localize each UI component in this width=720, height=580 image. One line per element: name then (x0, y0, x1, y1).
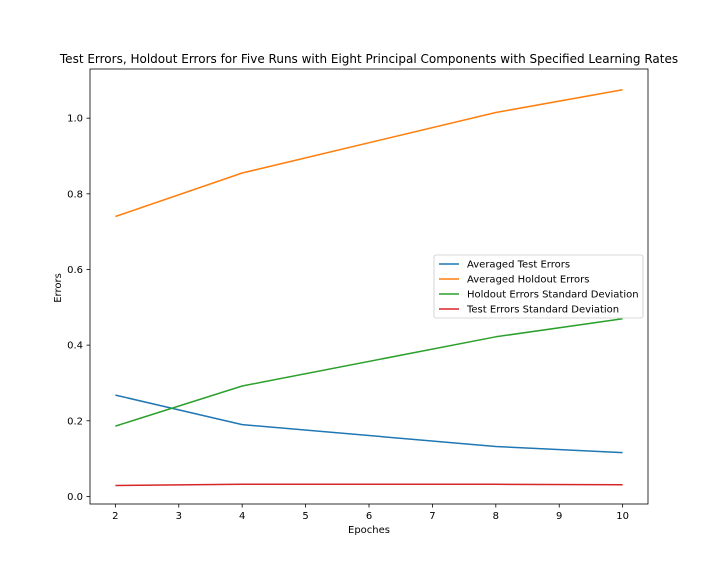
x-tick-label: 4 (239, 511, 245, 522)
chart-title: Test Errors, Holdout Errors for Five Run… (59, 52, 678, 66)
y-tick-label: 0.6 (67, 265, 83, 276)
y-tick-label: 1.0 (67, 114, 83, 125)
legend-label-2: Averaged Holdout Errors (467, 275, 590, 286)
plot-area (89, 68, 649, 505)
series-line-1 (115, 394, 623, 454)
y-tick-label: 0.0 (67, 492, 83, 503)
y-axis: 0.0 0.2 0.4 0.6 0.8 1.0 (67, 114, 90, 503)
x-tick-label: 7 (429, 511, 435, 522)
x-tick-label: 8 (493, 511, 499, 522)
y-axis-label: Errors (53, 273, 64, 303)
x-tick-label: 3 (176, 511, 182, 522)
y-tick-label: 0.2 (67, 416, 83, 427)
chart-legend: Averaged Test Errors Averaged Holdout Err… (433, 254, 644, 319)
x-axis: 2 3 4 5 6 7 8 9 10 (112, 504, 629, 522)
x-axis-label: Epoches (348, 525, 390, 536)
legend-label-4: Test Errors Standard Deviation (466, 305, 619, 316)
legend-box (433, 254, 644, 319)
series-line-4 (115, 483, 623, 487)
series-line-2 (115, 89, 623, 218)
legend-label-1: Averaged Test Errors (467, 260, 570, 271)
y-tick-label: 0.8 (67, 189, 83, 200)
legend-label-3: Holdout Errors Standard Deviation (467, 290, 639, 301)
x-tick-label: 9 (556, 511, 562, 522)
x-tick-label: 10 (616, 511, 629, 522)
x-tick-label: 6 (366, 511, 372, 522)
series-line-3 (115, 317, 623, 427)
x-tick-label: 2 (112, 511, 118, 522)
y-tick-label: 0.4 (67, 341, 83, 352)
x-tick-label: 5 (302, 511, 308, 522)
